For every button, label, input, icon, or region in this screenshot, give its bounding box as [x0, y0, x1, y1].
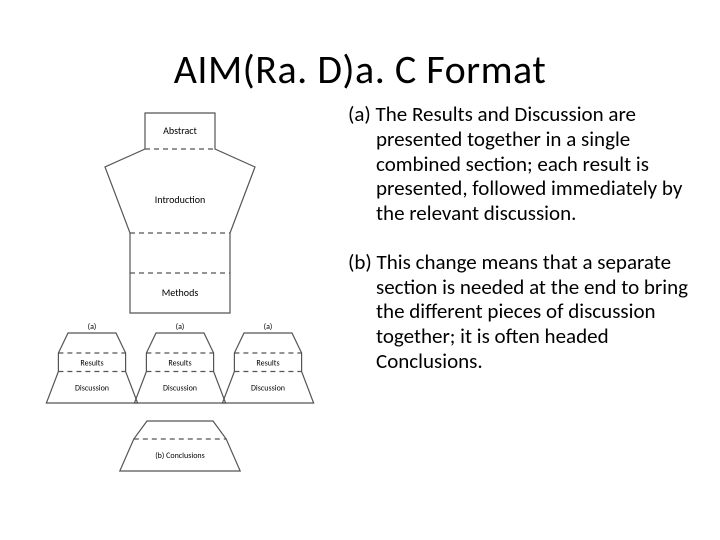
- format-diagram: Abstract Introduction Methods (a) Results Dis…: [30, 105, 330, 510]
- svg-text:Discussion: Discussion: [163, 383, 197, 393]
- svg-text:Results: Results: [168, 358, 191, 368]
- body-text: (a) The Results and Discussion are prese…: [320, 102, 690, 398]
- svg-text:Discussion: Discussion: [251, 383, 285, 393]
- paragraph-a: (a) The Results and Discussion are prese…: [320, 102, 690, 226]
- svg-text:Abstract: Abstract: [163, 124, 197, 137]
- svg-text:(a): (a): [264, 322, 273, 332]
- svg-text:Discussion: Discussion: [75, 383, 109, 393]
- svg-text:(a): (a): [88, 322, 97, 332]
- main-outline: [105, 113, 255, 313]
- svg-text:(b) Conclusions: (b) Conclusions: [155, 451, 205, 461]
- svg-text:Results: Results: [256, 358, 279, 368]
- svg-text:Methods: Methods: [162, 286, 199, 299]
- svg-text:Results: Results: [80, 358, 103, 368]
- svg-text:Introduction: Introduction: [155, 193, 205, 206]
- slide-title: AIM(Ra. D)a. C Format: [0, 45, 720, 94]
- paragraph-b: (b) This change means that a separate se…: [320, 250, 690, 374]
- svg-text:(a): (a): [176, 322, 185, 332]
